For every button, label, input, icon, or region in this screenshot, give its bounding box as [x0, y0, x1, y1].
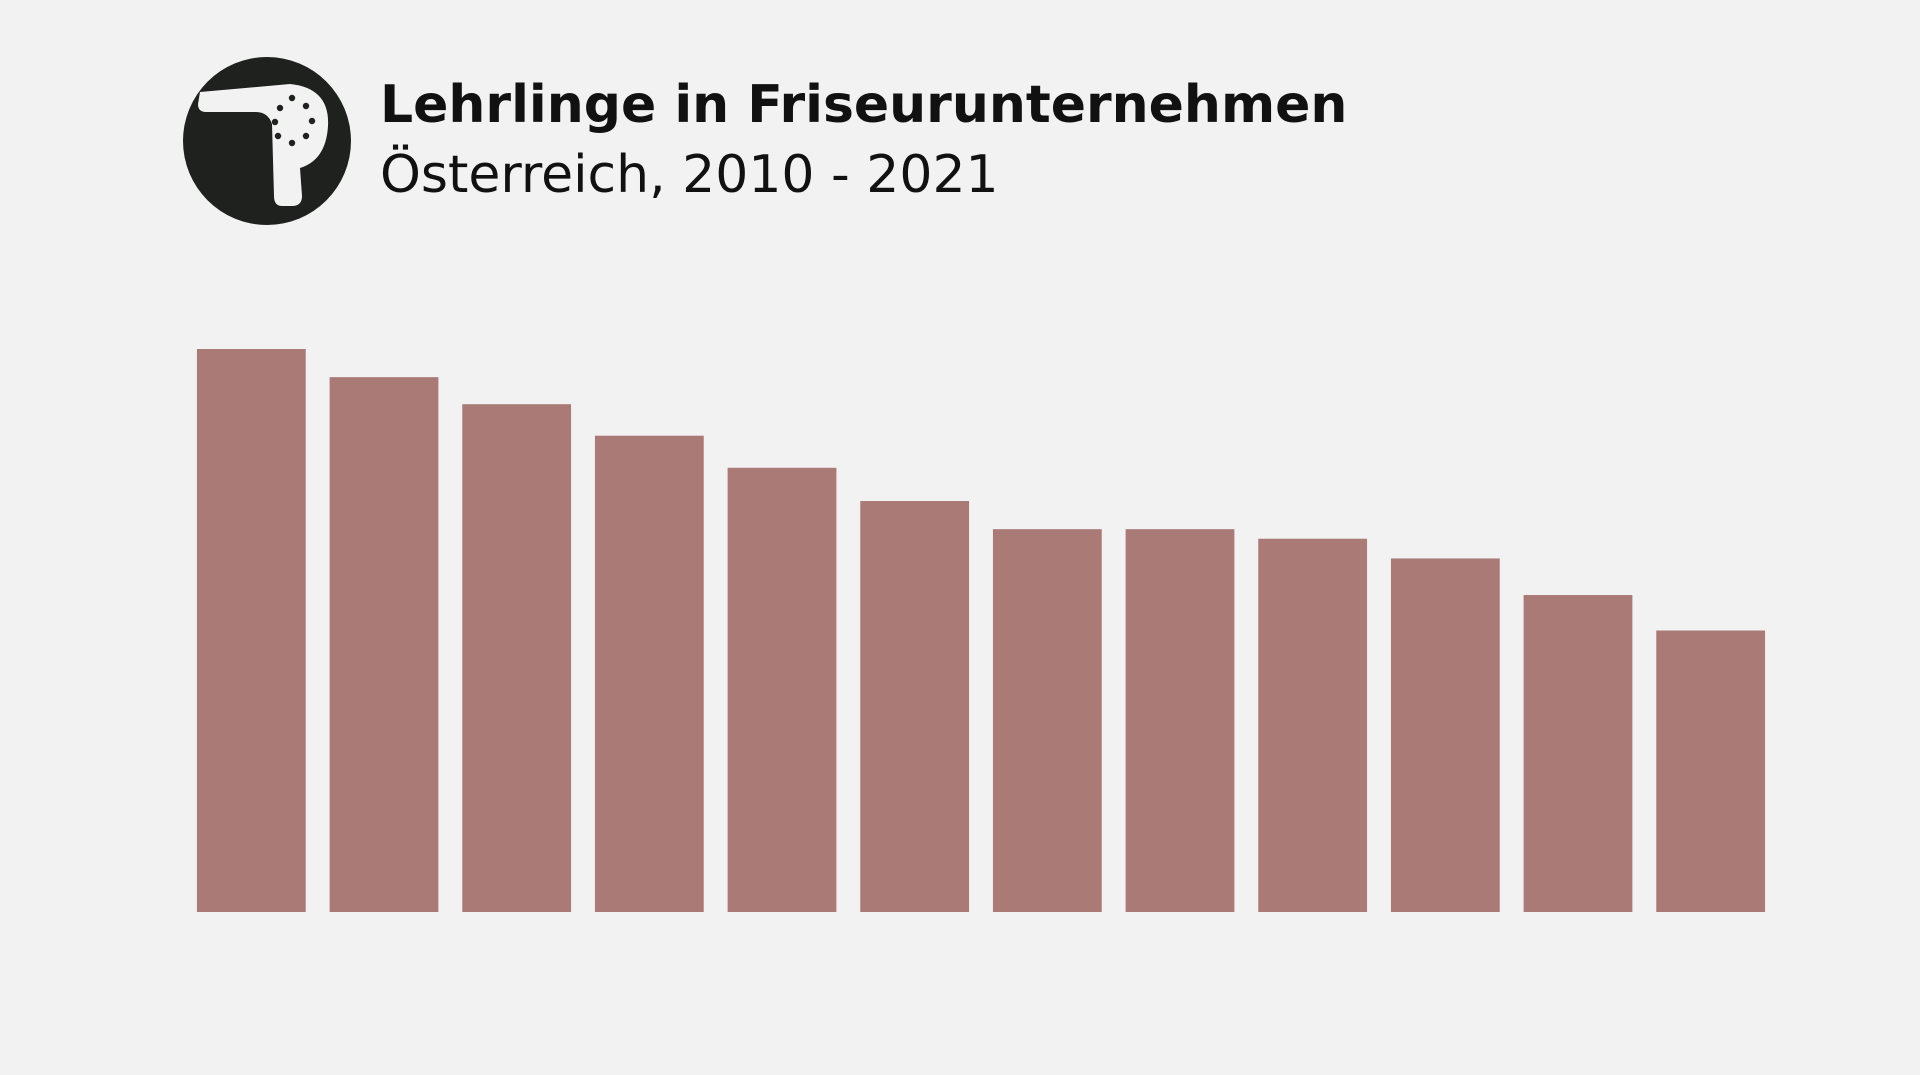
bar: [1125, 529, 1235, 912]
bar: [1523, 595, 1633, 912]
bar: [196, 349, 306, 912]
chart-subtitle: Österreich, 2010 - 2021: [380, 144, 999, 205]
chart-title: Lehrlinge in Friseurunternehmen: [380, 75, 1347, 135]
bar: [727, 467, 837, 912]
bar: [1258, 538, 1368, 912]
bar: [1656, 630, 1766, 912]
bar: [462, 404, 572, 912]
bar: [594, 435, 704, 912]
bar: [860, 501, 970, 912]
bar: [992, 529, 1102, 912]
hairdryer-icon: [183, 57, 351, 225]
bar: [329, 377, 439, 912]
bar: [1390, 558, 1500, 912]
